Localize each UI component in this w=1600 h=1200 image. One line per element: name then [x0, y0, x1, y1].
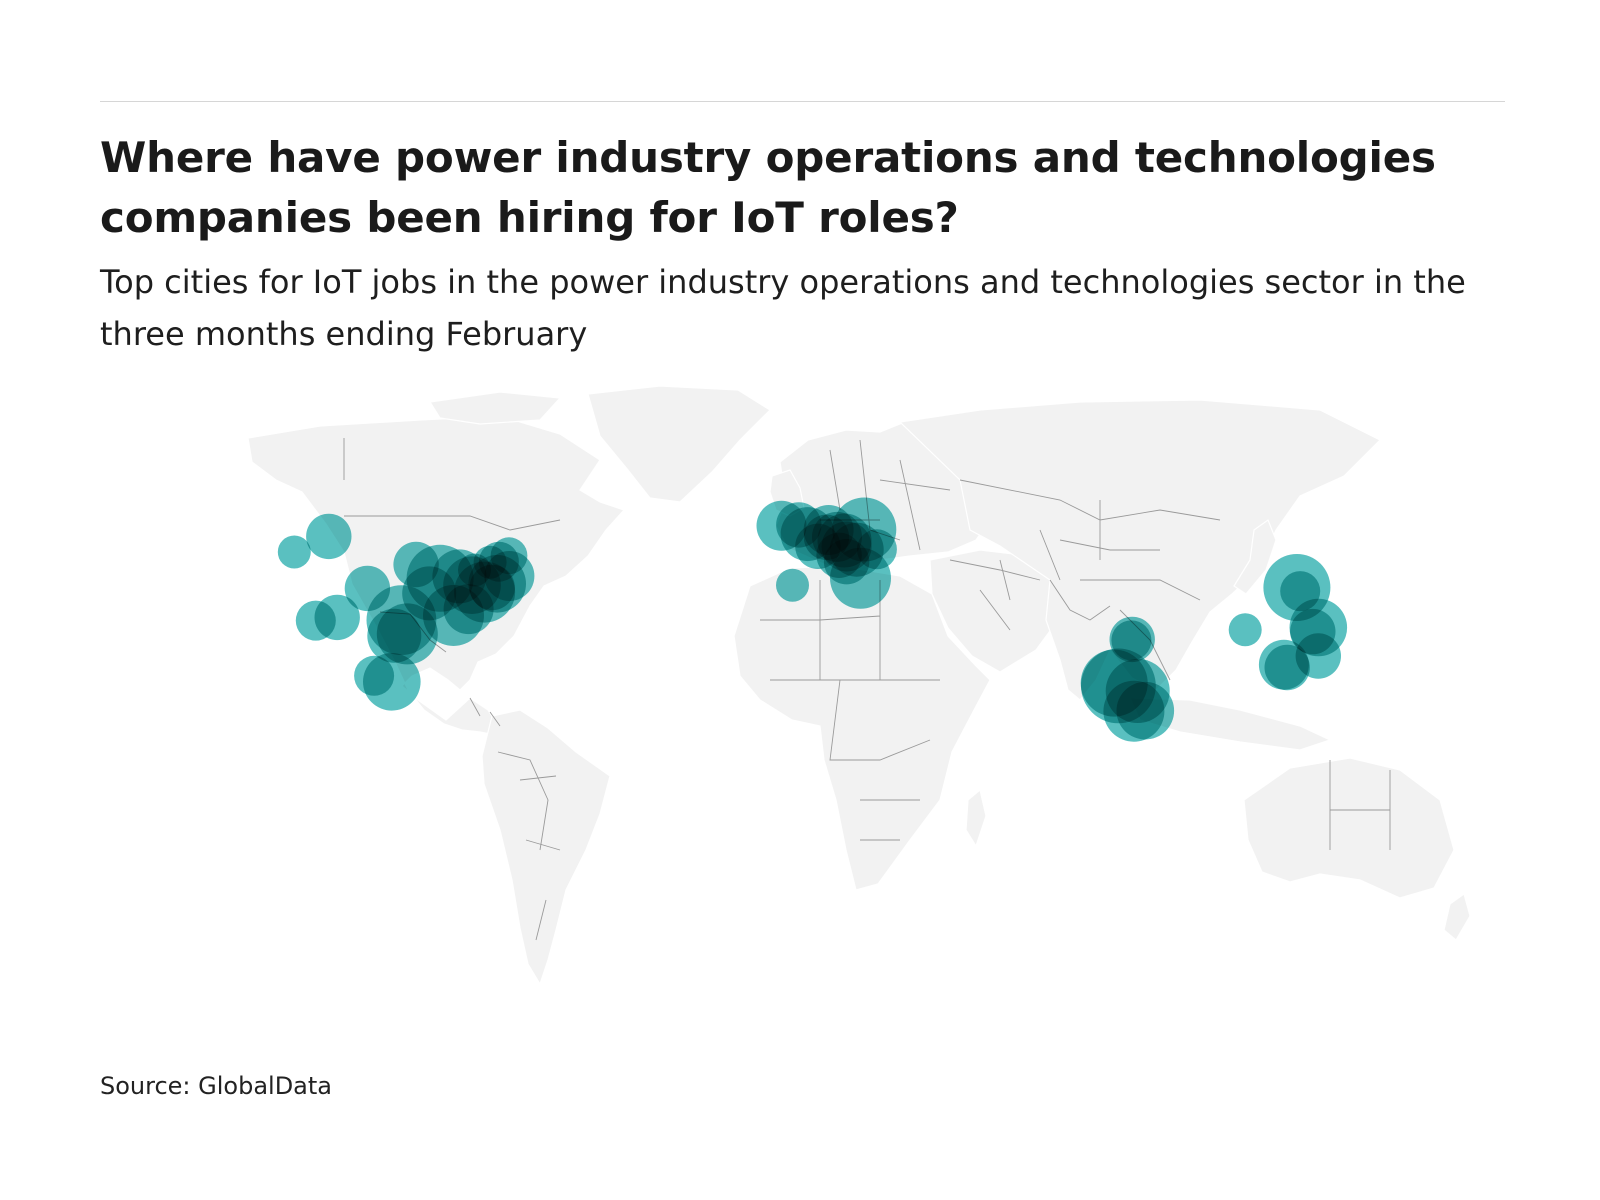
city-bubble — [393, 541, 439, 588]
border-india — [1049, 579, 1111, 621]
chart-subtitle: Top cities for IoT jobs in the power ind… — [100, 263, 1466, 353]
border-south-america — [497, 751, 561, 941]
land-south-america — [481, 709, 611, 986]
border-us-canada — [344, 515, 561, 531]
city-bubble — [1295, 633, 1342, 679]
land-greenland — [587, 385, 771, 503]
country-borders — [343, 438, 1391, 941]
city-bubble — [354, 655, 395, 696]
source-note: Source: GlobalData — [100, 1072, 333, 1100]
city-bubble — [1116, 681, 1175, 740]
world-map-svg — [247, 385, 1471, 986]
city-bubble — [776, 568, 809, 602]
city-bubbles — [277, 497, 1348, 742]
border-middle-east — [949, 559, 1041, 631]
top-divider — [100, 101, 1505, 102]
city-bubble — [306, 513, 352, 560]
land-australia — [1243, 757, 1455, 899]
land-new-zealand — [1443, 893, 1471, 941]
city-bubble — [473, 545, 507, 579]
border-africa — [760, 580, 940, 841]
city-bubble — [1111, 620, 1152, 661]
land-arctic-islands — [429, 391, 562, 425]
border-central-america — [469, 697, 501, 727]
land-madagascar — [965, 788, 987, 848]
city-bubble — [1228, 613, 1262, 647]
city-bubble — [295, 600, 336, 641]
land-japan — [1233, 519, 1277, 595]
city-bubble — [367, 608, 422, 663]
city-bubble — [1280, 571, 1321, 612]
city-bubble — [277, 535, 311, 569]
city-bubble — [344, 565, 391, 612]
city-bubble — [856, 529, 897, 570]
chart-title: Where have power industry operations and… — [100, 133, 1436, 242]
world-map — [0, 380, 1600, 1020]
land-africa — [733, 565, 991, 891]
border-australia — [1329, 760, 1391, 850]
city-bubble — [803, 514, 850, 560]
